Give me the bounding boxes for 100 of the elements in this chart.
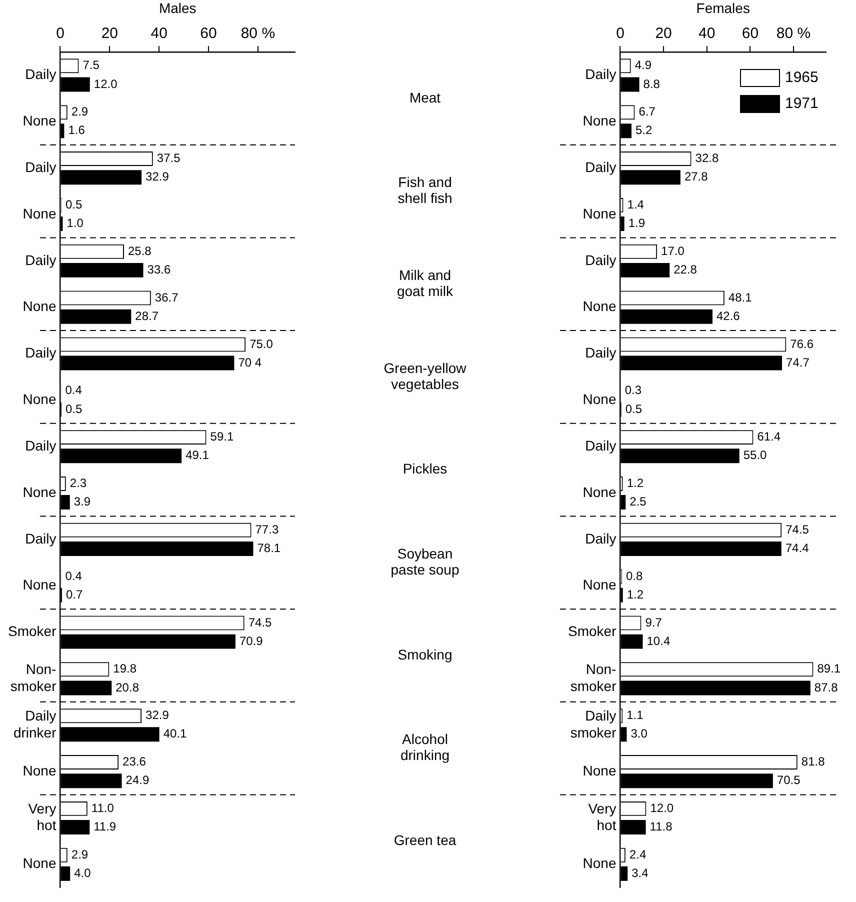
data-label: 27.8 [684,170,708,184]
data-label: 74.7 [786,355,810,370]
y-tick-label: None [22,112,56,128]
x-tick-label: 20 [101,25,118,42]
y-tick-label: Very hot [28,800,56,834]
y-tick-label: Very hot [588,800,616,834]
data-label: 74.5 [786,522,810,536]
y-tick-label: None [582,762,616,778]
text: Meat [409,89,441,106]
x-tick-label: 60 [200,25,217,42]
data-label: 3.9 [74,494,91,509]
data-label: 32.8 [695,151,719,166]
data-label: 1.2 [626,476,644,490]
y-tick-label: Daily [25,530,56,546]
x-tick-label: 0 [616,25,624,42]
data-label: 87.8 [814,680,838,694]
y-tick-label: None [22,855,56,872]
text: Pickles [402,460,448,477]
data-label: 2.9 [71,104,88,119]
x-tick-label: 40 [698,25,716,42]
data-label: 7.5 [82,58,100,72]
data-label: 1.1 [626,708,644,722]
y-tick-label: None [22,576,56,593]
data-label: 0.4 [65,568,82,583]
data-label: 78.1 [257,541,281,556]
data-label: 28.7 [135,308,159,323]
y-tick-label: Smoker [568,623,617,640]
data-label: 1.4 [627,198,644,212]
y-tick-label: None [582,112,616,128]
data-label: 77.3 [255,522,279,536]
data-label: 0.5 [65,402,82,416]
data-label: 25.8 [128,244,152,258]
data-label: 11.0 [91,800,114,815]
legend-label: 1965 [785,69,818,86]
data-label: 37.5 [156,151,181,166]
y-tick-label: Daily [25,252,56,268]
data-label: 0.5 [625,402,642,416]
data-label: 12.0 [650,800,674,815]
y-tick-label: Daily [585,437,616,454]
data-label: 74.5 [248,615,272,630]
y-tick-label: None [22,762,56,778]
x-tick-label: 60 [742,25,759,42]
legend-label: 1971 [785,95,818,112]
data-label: 49.1 [186,448,210,462]
x-tick-label: 80 % [776,25,811,42]
text: Fish and shell fish [398,174,452,206]
y-tick-label: Daily [25,344,56,361]
y-tick-label: Daily [585,66,616,82]
data-label: 75.0 [250,336,274,351]
data-label: 2.5 [630,494,647,509]
x-tick-label: 40 [150,25,168,42]
y-tick-label: None [22,298,56,314]
text: Milk and goat milk [396,266,454,299]
data-label: 32.9 [146,708,170,722]
chart-title: Females [696,0,750,16]
x-tick-label: 0 [56,25,64,42]
y-tick-label: Daily [25,66,56,82]
data-label: 0.3 [624,383,642,398]
data-label: 5.2 [635,123,653,138]
y-tick-label: None [22,484,56,500]
data-label: 74.4 [785,541,810,556]
data-label: 3.4 [632,866,649,880]
data-label: 36.7 [154,290,179,304]
x-tick-label: 80 % [240,25,276,42]
y-tick-label: Daily [585,158,616,175]
chart-title: Males [158,0,196,16]
data-label: 9.7 [645,615,662,630]
data-label: 32.9 [146,170,170,184]
y-tick-label: Non-smoker [570,661,617,694]
text: Smoking [398,646,452,662]
data-label: 20.8 [116,680,140,694]
data-label: 10.4 [646,634,670,648]
data-label: 0.4 [65,383,82,398]
y-tick-label: None [582,298,616,314]
text: Green tea [394,832,456,848]
data-label: 0.8 [626,568,643,583]
data-label: 55.0 [743,448,768,462]
data-label: 61.4 [757,430,781,444]
data-label: 1.9 [628,216,646,230]
data-label: 4.9 [634,58,652,72]
data-label: 19.8 [113,662,137,676]
data-label: 59.1 [210,430,234,444]
data-label: 70 4 [238,355,262,370]
y-tick-label: Daily [585,252,616,268]
data-label: 2.3 [70,476,87,490]
y-tick-label: None [582,855,616,872]
y-tick-label: None [582,391,616,408]
data-label: 0.5 [65,198,82,212]
data-label: 11.9 [94,820,116,834]
y-tick-label: Daily [25,437,56,454]
data-label: 1.6 [68,123,86,138]
data-label: 3.0 [630,726,648,741]
data-label: 40.1 [163,726,188,741]
data-label: 89.1 [817,662,841,676]
data-label: 6.7 [638,104,656,119]
data-label: 8.8 [643,76,660,91]
data-label: 33.6 [147,262,171,276]
text: Alcohol drinking [400,731,450,764]
data-label: 12.0 [94,76,118,91]
y-tick-label: Daily [585,530,616,546]
